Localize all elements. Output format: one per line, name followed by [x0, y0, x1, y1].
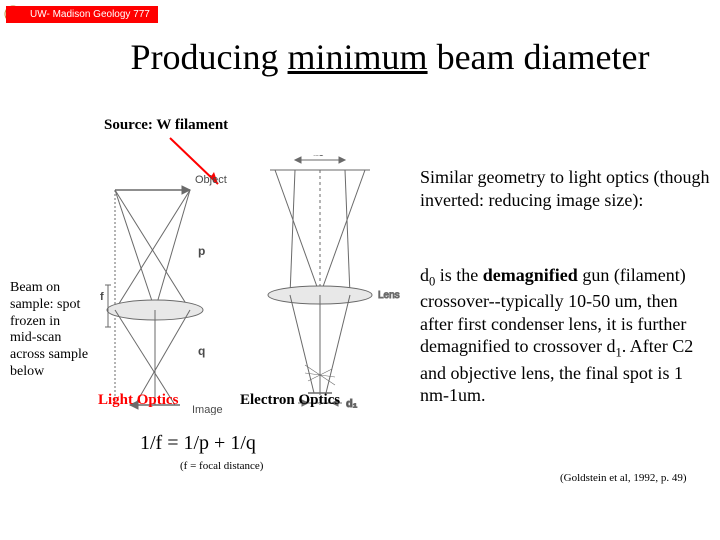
equation-note: (f = focal distance) — [180, 460, 263, 472]
lens-equation: 1/f = 1/p + 1/q — [140, 432, 256, 455]
p2-pre: d — [420, 265, 429, 285]
paragraph-similar-geometry: Similar geometry to light optics (though… — [420, 166, 710, 211]
citation: (Goldstein et al, 1992, p. 49) — [560, 472, 686, 484]
svg-text:p: p — [198, 244, 205, 258]
svg-text:q: q — [198, 344, 205, 358]
title-part1: Producing — [131, 37, 288, 77]
electron-optics-caption: Electron Optics — [240, 392, 340, 409]
svg-text:Image: Image — [192, 404, 223, 415]
light-optics-caption: Light Optics — [98, 392, 178, 409]
svg-text:Object: Object — [195, 174, 227, 186]
title-part2: beam diameter — [428, 37, 650, 77]
paragraph-demagnified: d0 is the demagnified gun (filament) cro… — [420, 264, 710, 407]
beam-sample-label: Beam on sample: spot frozen in mid-scan … — [10, 280, 90, 381]
course-badge: UW- Madison Geology 777 — [6, 6, 158, 23]
source-label: Source: W filament — [104, 116, 228, 134]
course-label: UW- Madison Geology 777 — [30, 9, 150, 20]
p2-mid1: is the — [435, 265, 483, 285]
svg-text:d₀: d₀ — [312, 155, 324, 158]
svg-text:d₁: d₁ — [346, 398, 358, 410]
page-title: Producing minimum beam diameter — [110, 38, 670, 78]
p2-bold: demagnified — [483, 265, 578, 285]
optics-diagram: Object p f q Image d₀ Lens — [100, 155, 400, 415]
title-underlined: minimum — [288, 37, 428, 77]
svg-text:Lens: Lens — [378, 290, 400, 301]
svg-text:f: f — [100, 291, 104, 303]
